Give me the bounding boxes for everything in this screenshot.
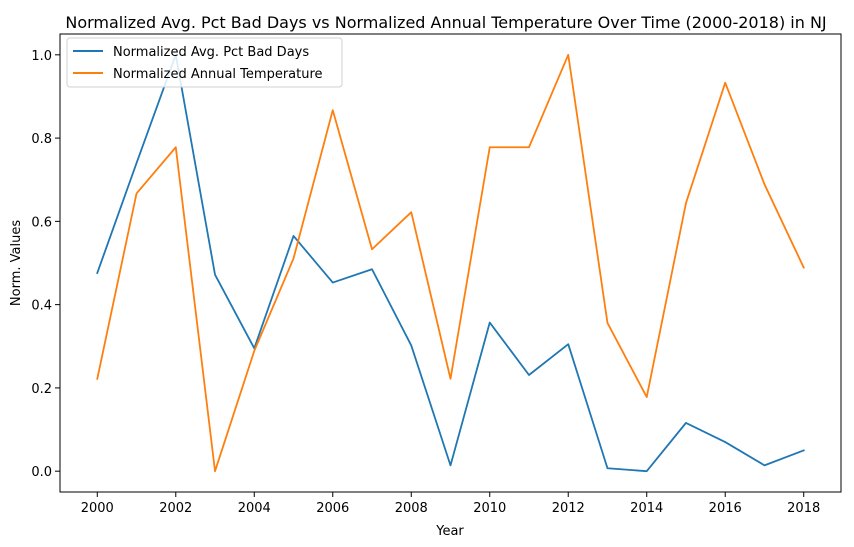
legend: Normalized Avg. Pct Bad Days Normalized … [66, 37, 343, 88]
legend-label-temperature: Normalized Annual Temperature [113, 67, 323, 82]
x-tick-label: 2014 [630, 501, 663, 516]
series-line-bad-days [96, 53, 805, 473]
x-tick-label: 2016 [709, 501, 742, 516]
plot-frame [59, 33, 842, 493]
series-line-temperature [96, 53, 805, 473]
x-axis-label: Year [435, 524, 464, 539]
x-tick-label: 2004 [238, 501, 271, 516]
x-tick-label: 2006 [316, 501, 349, 516]
y-tick-label: 0.2 [31, 382, 52, 397]
y-tick-label: 0.0 [31, 465, 52, 480]
y-tick-label: 0.4 [31, 299, 52, 314]
x-tick-label: 2010 [473, 501, 506, 516]
chart-title: Normalized Avg. Pct Bad Days vs Normaliz… [65, 13, 826, 32]
x-tick-label: 2018 [787, 501, 820, 516]
x-tick-label: 2008 [395, 501, 428, 516]
legend-label-bad-days: Normalized Avg. Pct Bad Days [113, 45, 309, 60]
y-axis-label: Norm. Values [9, 220, 24, 306]
x-tick-label: 2000 [81, 501, 114, 516]
legend-box [66, 37, 343, 88]
y-tick-label: 0.6 [31, 215, 52, 230]
y-tick-label: 1.0 [31, 49, 52, 64]
x-tick-label: 2012 [552, 501, 585, 516]
y-tick-label: 0.8 [31, 132, 52, 147]
x-tick-label: 2002 [159, 501, 192, 516]
